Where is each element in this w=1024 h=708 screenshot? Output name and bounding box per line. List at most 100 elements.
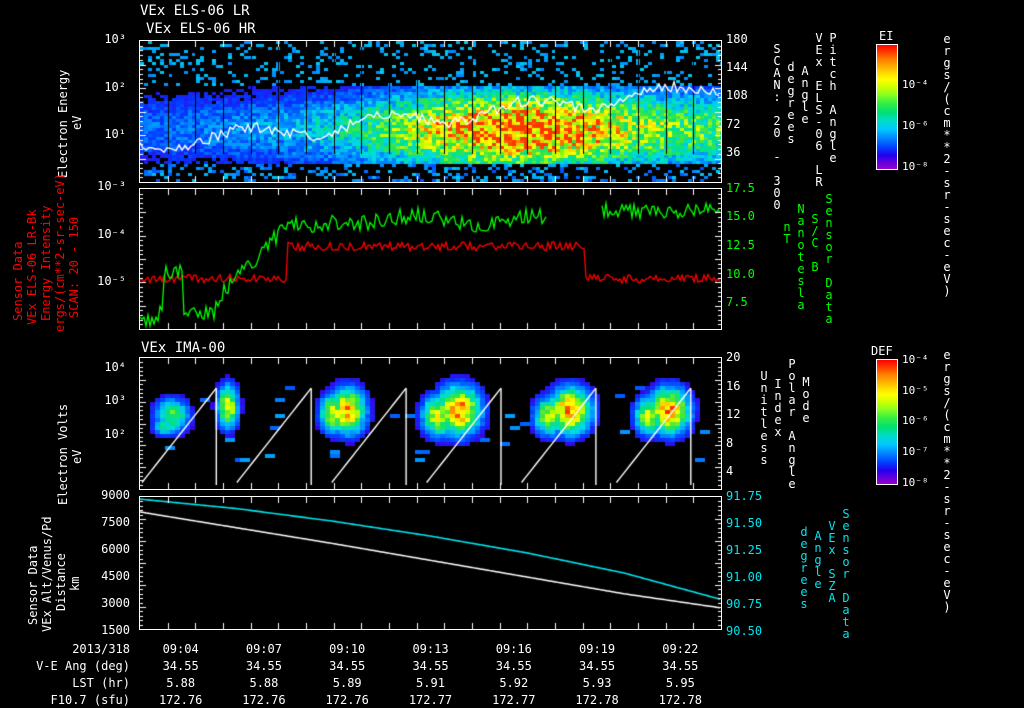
bottom-cell-ve-ang-6: 34.55 [662, 659, 699, 673]
panel3-colorbar-tick-2: 10⁻⁶ [902, 414, 929, 427]
bottom-cell-f107-3: 172.77 [408, 693, 453, 707]
panel2-ytick-2: 10⁻⁵ [97, 274, 126, 288]
bottom-cell-ve-ang-1: 34.55 [245, 659, 282, 673]
bottom-cell-ve-ang-4: 34.55 [495, 659, 532, 673]
panel2-ylabel-line1: Sensor Data [11, 241, 25, 321]
panel1-plot[interactable] [139, 40, 722, 183]
panel3-colorbar-tick-0: 10⁻⁴ [902, 353, 929, 366]
panel1-y2tick-0: 180 [726, 32, 748, 46]
panel3-y2label-line1: Mode [799, 375, 813, 423]
panel1-y2label-line2: VEx ELS-06 LR [812, 31, 826, 187]
panel3-colorbar-tick-1: 10⁻⁵ [902, 384, 929, 397]
panel1-colorbar-tick-2: 10⁻⁸ [902, 160, 929, 173]
panel3-colorbar-title: DEF [871, 344, 893, 358]
panel1-ytick-1: 10² [104, 80, 126, 94]
panel1-colorbar-title: EI [879, 29, 894, 43]
panel3-title: VEx IMA-00 [141, 340, 226, 356]
panel1-title-hr: VEx ELS-06 HR [146, 21, 256, 37]
panel3-ylabel-line1: Electron Volts [56, 403, 70, 505]
panel1-colorbar-tick-1: 10⁻⁶ [902, 119, 929, 132]
panel3-ylabel: Electron Volts eV [55, 380, 84, 505]
bottom-cell-f107-6: 172.78 [658, 693, 703, 707]
bottom-cell-lst-0: 5.88 [166, 676, 196, 690]
panel1-ylabel: Electron Energy eV [55, 40, 84, 180]
panel4-ylabel-line1: Sensor Data [26, 545, 40, 625]
panel2-y2label-line3: Nanotesla [794, 202, 808, 310]
panel4-ytick-1: 7500 [101, 515, 130, 529]
bottom-cell-ve-ang-2: 34.55 [329, 659, 366, 673]
panel3-colorbar-tick-4: 10⁻⁸ [902, 476, 929, 489]
panel2-y2tick-4: 7.5 [726, 295, 748, 309]
bottom-row-label-0: 2013/318 [72, 642, 130, 656]
panel2-ylabel-line3: Energy Intensity [39, 205, 53, 321]
bottom-cell-f107-4: 172.77 [492, 693, 536, 707]
panel1-colorbar-units: ergs/(cm**2-sr-sec-eV) [940, 32, 954, 296]
panel4-y2tick-2: 91.25 [726, 543, 763, 557]
bottom-cell-lst-3: 5.91 [416, 676, 445, 690]
panel3-y2label-line3: Index [771, 377, 785, 437]
panel3-colorbar-tick-3: 10⁻⁷ [902, 445, 929, 458]
bottom-cell-ve-ang-5: 34.55 [579, 659, 616, 673]
panel2-y2tick-2: 12.5 [726, 238, 755, 252]
bottom-cell-lst-5: 5.93 [582, 676, 612, 690]
panel4-ylabel-line3: Distance [54, 553, 68, 611]
panel4-ytick-4: 3000 [101, 596, 130, 610]
panel4-plot[interactable] [139, 496, 722, 630]
bottom-cell-f107-5: 172.78 [575, 693, 619, 707]
panel4-ytick-3: 4500 [101, 569, 130, 583]
panel1-ytick-0: 10³ [104, 32, 126, 46]
panel4-y2label-line2: VEx SZA [825, 519, 839, 603]
panel4-ylabel-line2: VEx Alt/Venus/Pd [40, 516, 54, 632]
bottom-cell-f107-0: 172.76 [158, 693, 203, 707]
panel3-y2tick-0: 20 [726, 350, 741, 364]
panel2-plot[interactable] [139, 188, 722, 330]
panel2-ytick-0: 10⁻³ [97, 179, 126, 193]
bottom-cell-lst-1: 5.88 [249, 676, 279, 690]
panel3-ylabel-line2: eV [70, 449, 84, 464]
panel1-y2tick-3: 72 [726, 117, 741, 131]
bottom-cell-ve-ang-3: 34.55 [412, 659, 449, 673]
bottom-cell-ve-ang-0: 34.55 [162, 659, 199, 673]
bottom-cell-lst-2: 5.89 [332, 676, 362, 690]
panel3-ytick-0: 10⁴ [104, 360, 126, 374]
panel3-y2tick-1: 16 [726, 379, 741, 393]
panel1-y2tick-1: 144 [726, 60, 748, 74]
panel1-y2label-line4: degrees [784, 60, 798, 144]
panel1-title-lr: VEx ELS-06 LR [140, 3, 250, 19]
panel4-ytick-5: 1500 [101, 623, 130, 637]
panel3-ytick-2: 10² [104, 427, 126, 441]
panel2-y2tick-0: 17.5 [726, 181, 755, 195]
bottom-table: 2013/318 V-E Ang (deg) LST (hr) F10.7 (s… [0, 637, 1024, 708]
panel1-ylabel-line1: Electron Energy [56, 69, 70, 178]
panel4-y2tick-1: 91.50 [726, 516, 763, 530]
bottom-cell-time-2: 09:10 [329, 642, 366, 656]
bottom-cell-time-3: 09:13 [412, 642, 449, 656]
panel3-y2tick-2: 12 [726, 407, 741, 421]
panel3-colorbar-units: ergs/(cm**2-sr-sec-eV) [940, 348, 954, 612]
panel3-y2label-line4: Unitless [757, 369, 771, 465]
panel1-y2tick-4: 36 [726, 145, 741, 159]
panel4-y2tick-0: 91.75 [726, 489, 763, 503]
panel4-ytick-0: 9000 [101, 488, 130, 502]
panel3-y2label-line2: Polar Angle [785, 357, 799, 489]
panel1-colorbar [876, 44, 898, 170]
bottom-cell-time-0: 09:04 [162, 642, 199, 656]
panel2-ytick-1: 10⁻⁴ [97, 227, 126, 241]
panel4-y2tick-4: 90.75 [726, 597, 763, 611]
panel4-y2label-line1: Sensor Data [839, 507, 853, 639]
bottom-cell-lst-6: 5.95 [665, 676, 695, 690]
panel2-y2label-line1: Sensor Data [822, 192, 836, 324]
panel1-ytick-2: 10¹ [104, 127, 126, 141]
panel4-y2tick-5: 90.50 [726, 624, 763, 638]
bottom-cell-time-1: 09:07 [245, 642, 282, 656]
panel3-plot[interactable] [139, 357, 722, 490]
bottom-cell-f107-2: 172.76 [325, 693, 369, 707]
bottom-cell-time-5: 09:19 [579, 642, 616, 656]
panel1-y2label-line3: Angle [798, 64, 812, 124]
panel4-ytick-2: 6000 [101, 542, 130, 556]
panel1-y2label-line1: Pitch Angle [826, 31, 840, 163]
bottom-row-label-1: V-E Ang (deg) [36, 659, 130, 673]
panel3-y2tick-4: 4 [726, 464, 734, 478]
panel4-y2label-line3: Angle [811, 529, 825, 589]
